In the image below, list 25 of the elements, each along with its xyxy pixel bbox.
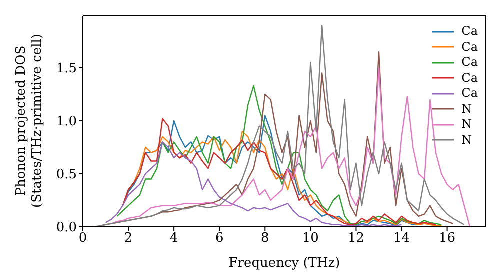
x-tick-label: 4 (170, 231, 178, 246)
legend-label: N (462, 132, 472, 148)
x-tick-label: 0 (78, 231, 88, 246)
legend-label: Ca (462, 24, 478, 40)
x-tick-label: 6 (215, 231, 224, 246)
y-tick-label: 1.0 (56, 114, 77, 130)
x-tick-label: 16 (439, 231, 456, 246)
x-tick-label: 10 (302, 231, 319, 246)
legend-label: N (462, 117, 472, 132)
y-axis-title: Phonon projected DOS (States/THz·primitive cell) (14, 34, 46, 208)
legend-label: Ca (462, 86, 478, 102)
x-tick-label: 2 (124, 231, 133, 246)
legend-label: N (462, 102, 472, 117)
legend-label: Ca (462, 70, 478, 86)
x-tick-label: 12 (348, 231, 364, 246)
y-tick-label: 0.0 (56, 220, 77, 236)
y-tick-label: 1.5 (56, 62, 77, 77)
x-axis-title: Frequency (THz) (228, 256, 340, 271)
x-tick-label: 14 (393, 231, 410, 246)
line-series (116, 85, 442, 226)
line-series (105, 142, 402, 227)
y-tick-label: 0.5 (56, 168, 77, 183)
legend-label: Ca (462, 55, 478, 70)
x-tick-label: 8 (261, 231, 270, 246)
legend-label: Ca (462, 40, 478, 55)
